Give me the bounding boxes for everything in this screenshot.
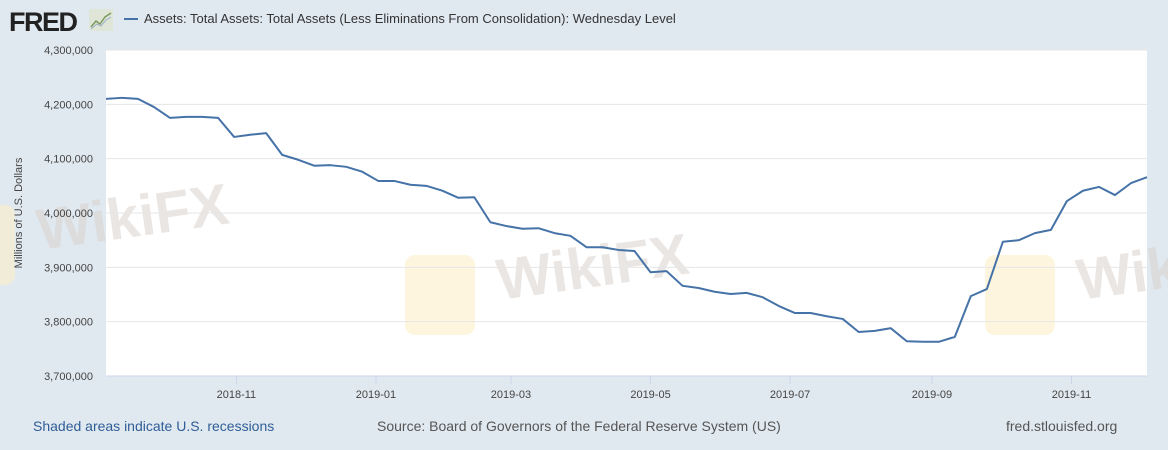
y-tick-label: 3,700,000: [44, 371, 93, 383]
x-tick-label: 2019-01: [356, 389, 396, 401]
watermark-logo: [985, 255, 1055, 335]
y-tick-label: 3,800,000: [44, 317, 93, 329]
y-axis-label: Millions of U.S. Dollars: [13, 157, 25, 268]
x-tick-label: 2019-05: [630, 389, 670, 401]
y-tick-label: 4,000,000: [44, 208, 93, 220]
watermark-logo: [405, 255, 475, 335]
source-text: Source: Board of Governors of the Federa…: [377, 418, 781, 434]
series-line: [105, 96, 1148, 343]
y-tick-label: 3,900,000: [44, 262, 93, 274]
x-tick-label: 2019-11: [1052, 389, 1092, 401]
x-tick-label: 2019-07: [770, 389, 810, 401]
recession-note-link[interactable]: Shaded areas indicate U.S. recessions: [33, 418, 275, 434]
x-tick-label: 2019-03: [491, 389, 531, 401]
y-tick-label: 4,100,000: [44, 154, 93, 166]
chart-line-icon: [89, 9, 113, 31]
chart-legend[interactable]: Assets: Total Assets: Total Assets (Less…: [124, 11, 676, 26]
y-tick-label: 4,300,000: [44, 45, 93, 57]
watermark-logo: [0, 205, 15, 285]
x-tick-label: 2018-11: [217, 389, 257, 401]
y-tick-label: 4,200,000: [44, 99, 93, 111]
line-chart: WikiFX WikiFXWikiFX3,700,0003,800,0003,90…: [0, 45, 1168, 401]
x-tick-label: 2019-09: [912, 389, 952, 401]
site-link[interactable]: fred.stlouisfed.org: [1006, 418, 1118, 434]
fred-logo[interactable]: FRED: [9, 7, 78, 37]
legend-label: Assets: Total Assets: Total Assets (Less…: [144, 11, 676, 26]
legend-swatch: [124, 17, 138, 20]
